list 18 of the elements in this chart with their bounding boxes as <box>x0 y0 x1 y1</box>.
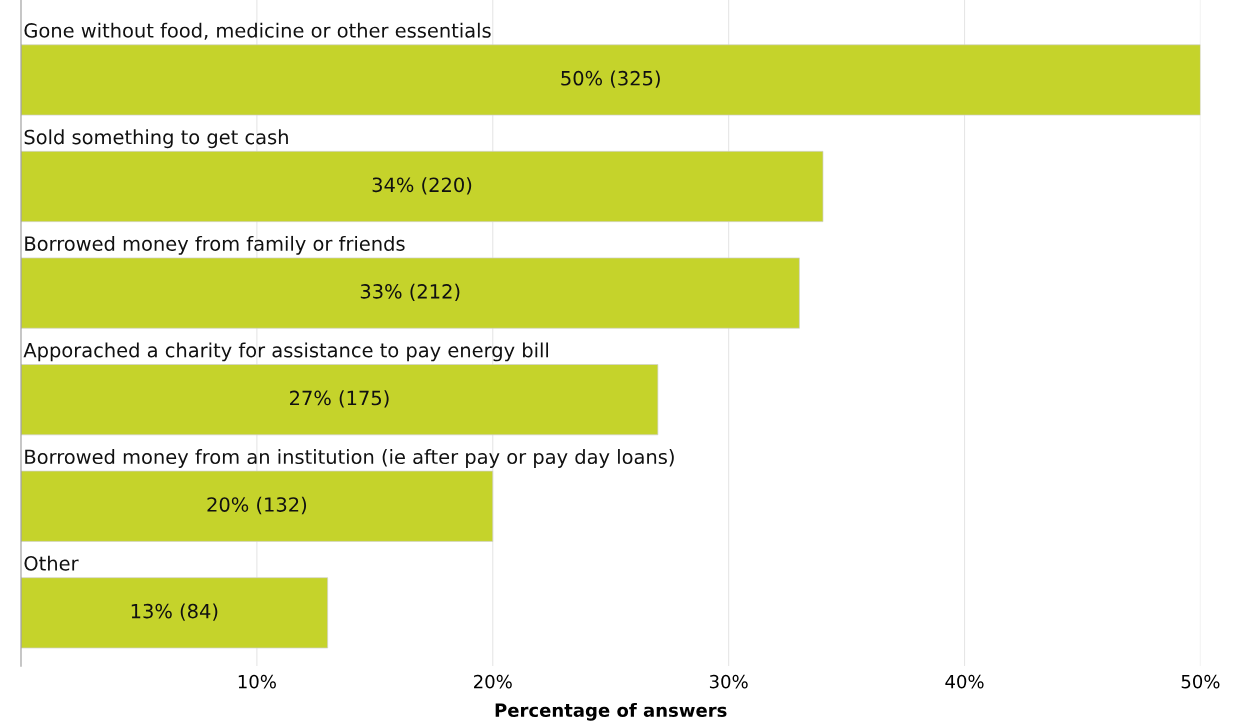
x-tick-label: 20% <box>474 674 512 689</box>
data-label: 20% (132) <box>207 496 307 515</box>
y-tick-label: Gone without food, medicine or other essentials <box>24 22 491 40</box>
y-tick-label: Borrowed money from an institution (ie after pay or pay day loans) <box>25 449 674 468</box>
data-label: 27% (175) <box>290 390 389 408</box>
x-tick-label: 40% <box>945 674 984 689</box>
data-label: 34% (220) <box>372 177 472 195</box>
y-tick-label: Apporached a charity for assistance to pay energy bill <box>23 342 549 362</box>
x-tick-label: 30% <box>709 674 748 689</box>
y-tick-label: Borrowed money from family or friends <box>25 235 405 255</box>
data-label: 33% (212) <box>360 283 460 302</box>
data-label: 50% (325) <box>561 70 660 88</box>
data-label: 13% (84) <box>131 603 218 621</box>
x-tick-label: 50% <box>1181 674 1220 689</box>
x-axis-title: Percentage of answers <box>495 703 727 721</box>
y-tick-label: Sold something to get cash <box>24 129 288 149</box>
y-tick-label: Other <box>24 555 79 571</box>
x-tick-label: 10% <box>238 674 276 689</box>
